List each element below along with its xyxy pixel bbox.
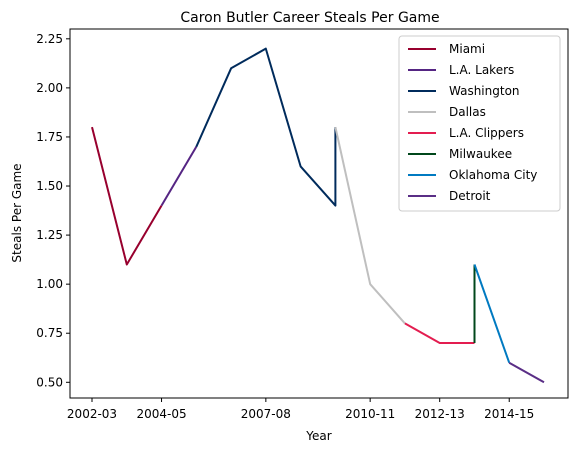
- y-tick-label: 1.75: [36, 130, 63, 144]
- y-tick-label: 1.25: [36, 228, 63, 242]
- x-tick-label: 2012-13: [415, 407, 465, 421]
- series-line-4: [404, 322, 475, 344]
- series-line-6: [473, 264, 511, 364]
- legend-label: Milwaukee: [449, 147, 512, 161]
- legend-label: L.A. Lakers: [449, 63, 514, 77]
- x-tick-label: 2014-15: [484, 407, 534, 421]
- x-tick-label: 2007-08: [241, 407, 291, 421]
- y-tick-label: 0.50: [36, 375, 63, 389]
- y-tick-label: 0.75: [36, 326, 63, 340]
- x-tick-label: 2002-03: [67, 407, 117, 421]
- x-axis-label: Year: [305, 429, 331, 443]
- y-tick-label: 2.00: [36, 81, 63, 95]
- plot-lines: [91, 47, 545, 384]
- legend-label: Oklahoma City: [449, 168, 537, 182]
- x-axis: 2002-03 2004-05 2007-08 2010-11 2012-13 2014-…: [67, 398, 534, 421]
- chart-title: Caron Butler Career Steals Per Game: [180, 10, 439, 26]
- legend: Miami L.A. Lakers Washington Dallas L.A. Cli…: [398, 35, 561, 212]
- x-tick-label: 2004-05: [136, 407, 186, 421]
- series-line-0: [91, 126, 163, 266]
- legend-label: Washington: [449, 84, 520, 98]
- y-tick-label: 1.00: [36, 277, 63, 291]
- series-line-1: [160, 146, 198, 207]
- legend-label: Miami: [449, 42, 485, 56]
- legend-label: Detroit: [449, 189, 491, 203]
- series-line-3: [334, 126, 406, 325]
- plot-frame: [69, 28, 569, 399]
- series-line-7: [508, 361, 545, 384]
- series-line-2: [195, 47, 337, 207]
- y-axis-label: Steals Per Game: [10, 163, 24, 262]
- y-axis: 0.50 0.75 1.00 1.25 1.50 1.75 2.00 2.25: [36, 32, 70, 389]
- legend-box: [398, 35, 561, 212]
- x-tick-label: 2010-11: [345, 407, 395, 421]
- legend-label: Dallas: [449, 105, 486, 119]
- legend-label: L.A. Clippers: [449, 126, 524, 140]
- y-tick-label: 2.25: [36, 32, 63, 46]
- y-tick-label: 1.50: [36, 179, 63, 193]
